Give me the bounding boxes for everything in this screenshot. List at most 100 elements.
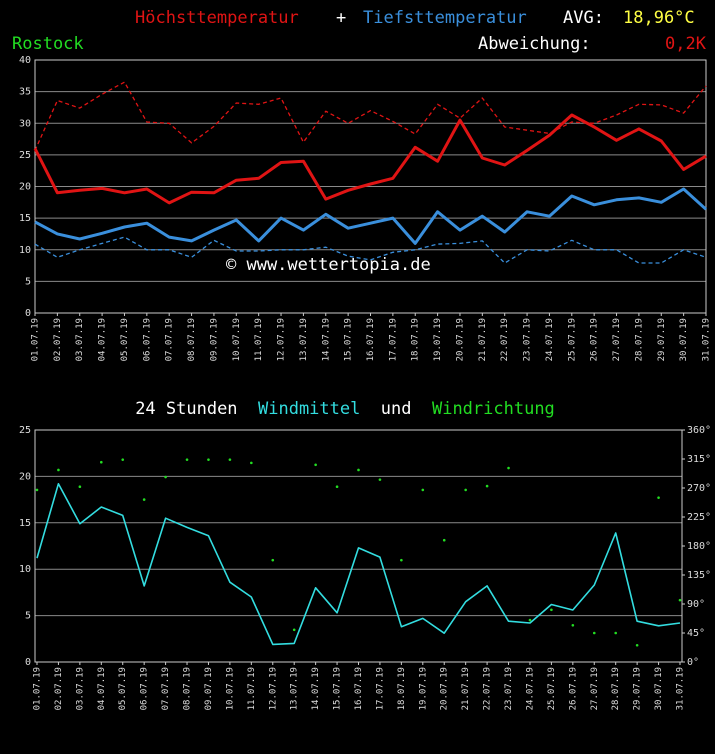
x-tick-label: 09.07.19 (209, 318, 219, 361)
x-tick-label: 04.07.19 (97, 667, 107, 710)
title-part: und (381, 399, 412, 419)
x-tick-label: 06.07.19 (140, 667, 150, 710)
x-tick-label: 23.07.19 (523, 318, 533, 361)
y2-tick-label: 360° (687, 425, 711, 436)
x-tick-label: 21.07.19 (461, 667, 471, 710)
series-line (34, 236, 707, 264)
x-tick-label: 30.07.19 (679, 318, 689, 361)
x-tick-label: 22.07.19 (483, 667, 493, 710)
min-label: Tiefsttemperatur (363, 8, 527, 28)
direction-point (164, 475, 167, 479)
direction-point (528, 618, 532, 622)
direction-point (678, 598, 682, 602)
x-tick-label: 20.07.19 (440, 667, 450, 710)
x-tick-label: 15.07.19 (344, 318, 354, 361)
x-tick-label: 12.07.19 (277, 318, 287, 361)
direction-point (507, 466, 510, 470)
x-tick-label: 29.07.19 (657, 318, 667, 361)
station: Rostock (12, 34, 84, 54)
y-tick-label: 20 (19, 182, 31, 193)
x-tick-label: 27.07.19 (612, 318, 622, 361)
x-tick-label: 04.07.19 (98, 318, 108, 361)
y2-tick-label: 0° (687, 657, 699, 668)
x-tick-label: 16.07.19 (366, 318, 376, 361)
direction-point (57, 468, 60, 472)
y-tick-label: 30 (19, 118, 31, 129)
x-tick-label: 26.07.19 (568, 667, 578, 710)
series-line (34, 81, 707, 151)
x-tick-label: 03.07.19 (75, 318, 85, 361)
y-tick-label: 40 (19, 55, 31, 66)
direction-point (271, 558, 275, 562)
y2-tick-label: 135° (687, 570, 711, 581)
y-tick-label: 25 (19, 150, 31, 161)
y-tick-label: 20 (19, 471, 31, 482)
x-tick-label: 25.07.19 (547, 667, 557, 710)
y-tick-label: 35 (19, 87, 31, 98)
x-tick-label: 26.07.19 (590, 318, 600, 361)
x-tick-label: 24.07.19 (545, 318, 555, 361)
direction-point (485, 484, 489, 488)
x-tick-label: 19.07.19 (418, 667, 428, 710)
x-tick-label: 29.07.19 (633, 667, 643, 710)
direction-point (635, 643, 639, 647)
deviation-label: Abweichung: (478, 34, 591, 54)
deviation-value: 0,2K (665, 34, 707, 54)
x-tick-label: 02.07.19 (53, 318, 63, 361)
direction-point (614, 631, 617, 635)
x-tick-label: 13.07.19 (290, 667, 300, 710)
x-tick-label: 19.07.19 (433, 318, 443, 361)
direction-point (421, 488, 425, 492)
y-tick-label: 10 (19, 564, 31, 575)
y-tick-label: 15 (19, 518, 31, 529)
x-tick-label: 13.07.19 (299, 318, 309, 361)
direction-point (314, 463, 317, 467)
max-label: Höchsttemperatur (135, 8, 299, 28)
x-tick-label: 17.07.19 (375, 667, 385, 710)
x-tick-label: 01.07.19 (31, 318, 41, 361)
x-tick-label: 07.07.19 (161, 667, 171, 710)
x-tick-label: 08.07.19 (183, 667, 193, 710)
y2-tick-label: 270° (687, 483, 711, 494)
y-tick-label: 25 (19, 425, 31, 436)
direction-point (335, 485, 339, 489)
direction-point (250, 461, 253, 465)
x-tick-label: 05.07.19 (118, 667, 128, 710)
x-tick-label: 15.07.19 (333, 667, 343, 710)
y2-tick-label: 315° (687, 454, 711, 465)
watermark: © www.wettertopia.de (226, 255, 431, 275)
direction-point (464, 488, 467, 492)
x-tick-label: 22.07.19 (500, 318, 510, 361)
x-tick-label: 08.07.19 (187, 318, 197, 361)
direction-point (357, 468, 360, 472)
x-tick-label: 21.07.19 (478, 318, 488, 361)
x-tick-label: 02.07.19 (54, 667, 64, 710)
x-tick-label: 31.07.19 (702, 318, 712, 361)
y-tick-label: 10 (19, 245, 31, 256)
x-tick-label: 11.07.19 (247, 667, 257, 710)
direction-point (185, 458, 189, 461)
y2-tick-label: 225° (687, 512, 711, 523)
direction-point (35, 488, 39, 492)
x-tick-label: 05.07.19 (120, 318, 130, 361)
x-tick-label: 03.07.19 (75, 667, 85, 710)
direction-point (592, 631, 596, 635)
y-tick-label: 0 (25, 308, 31, 319)
series-line (34, 187, 708, 245)
x-tick-label: 18.07.19 (397, 667, 407, 710)
x-tick-label: 20.07.19 (455, 318, 465, 361)
y2-tick-label: 45° (687, 628, 705, 639)
x-tick-label: 16.07.19 (354, 667, 364, 710)
direction-point (100, 460, 103, 464)
y2-tick-label: 90° (687, 599, 705, 610)
direction-point (550, 608, 553, 612)
x-tick-label: 17.07.19 (388, 318, 398, 361)
y2-tick-label: 180° (687, 541, 711, 552)
title-part: 24 Stunden (135, 399, 237, 419)
x-tick-label: 28.07.19 (611, 667, 621, 710)
avg-label: AVG: (563, 8, 604, 28)
x-tick-label: 23.07.19 (504, 667, 514, 710)
direction-point (442, 538, 446, 542)
